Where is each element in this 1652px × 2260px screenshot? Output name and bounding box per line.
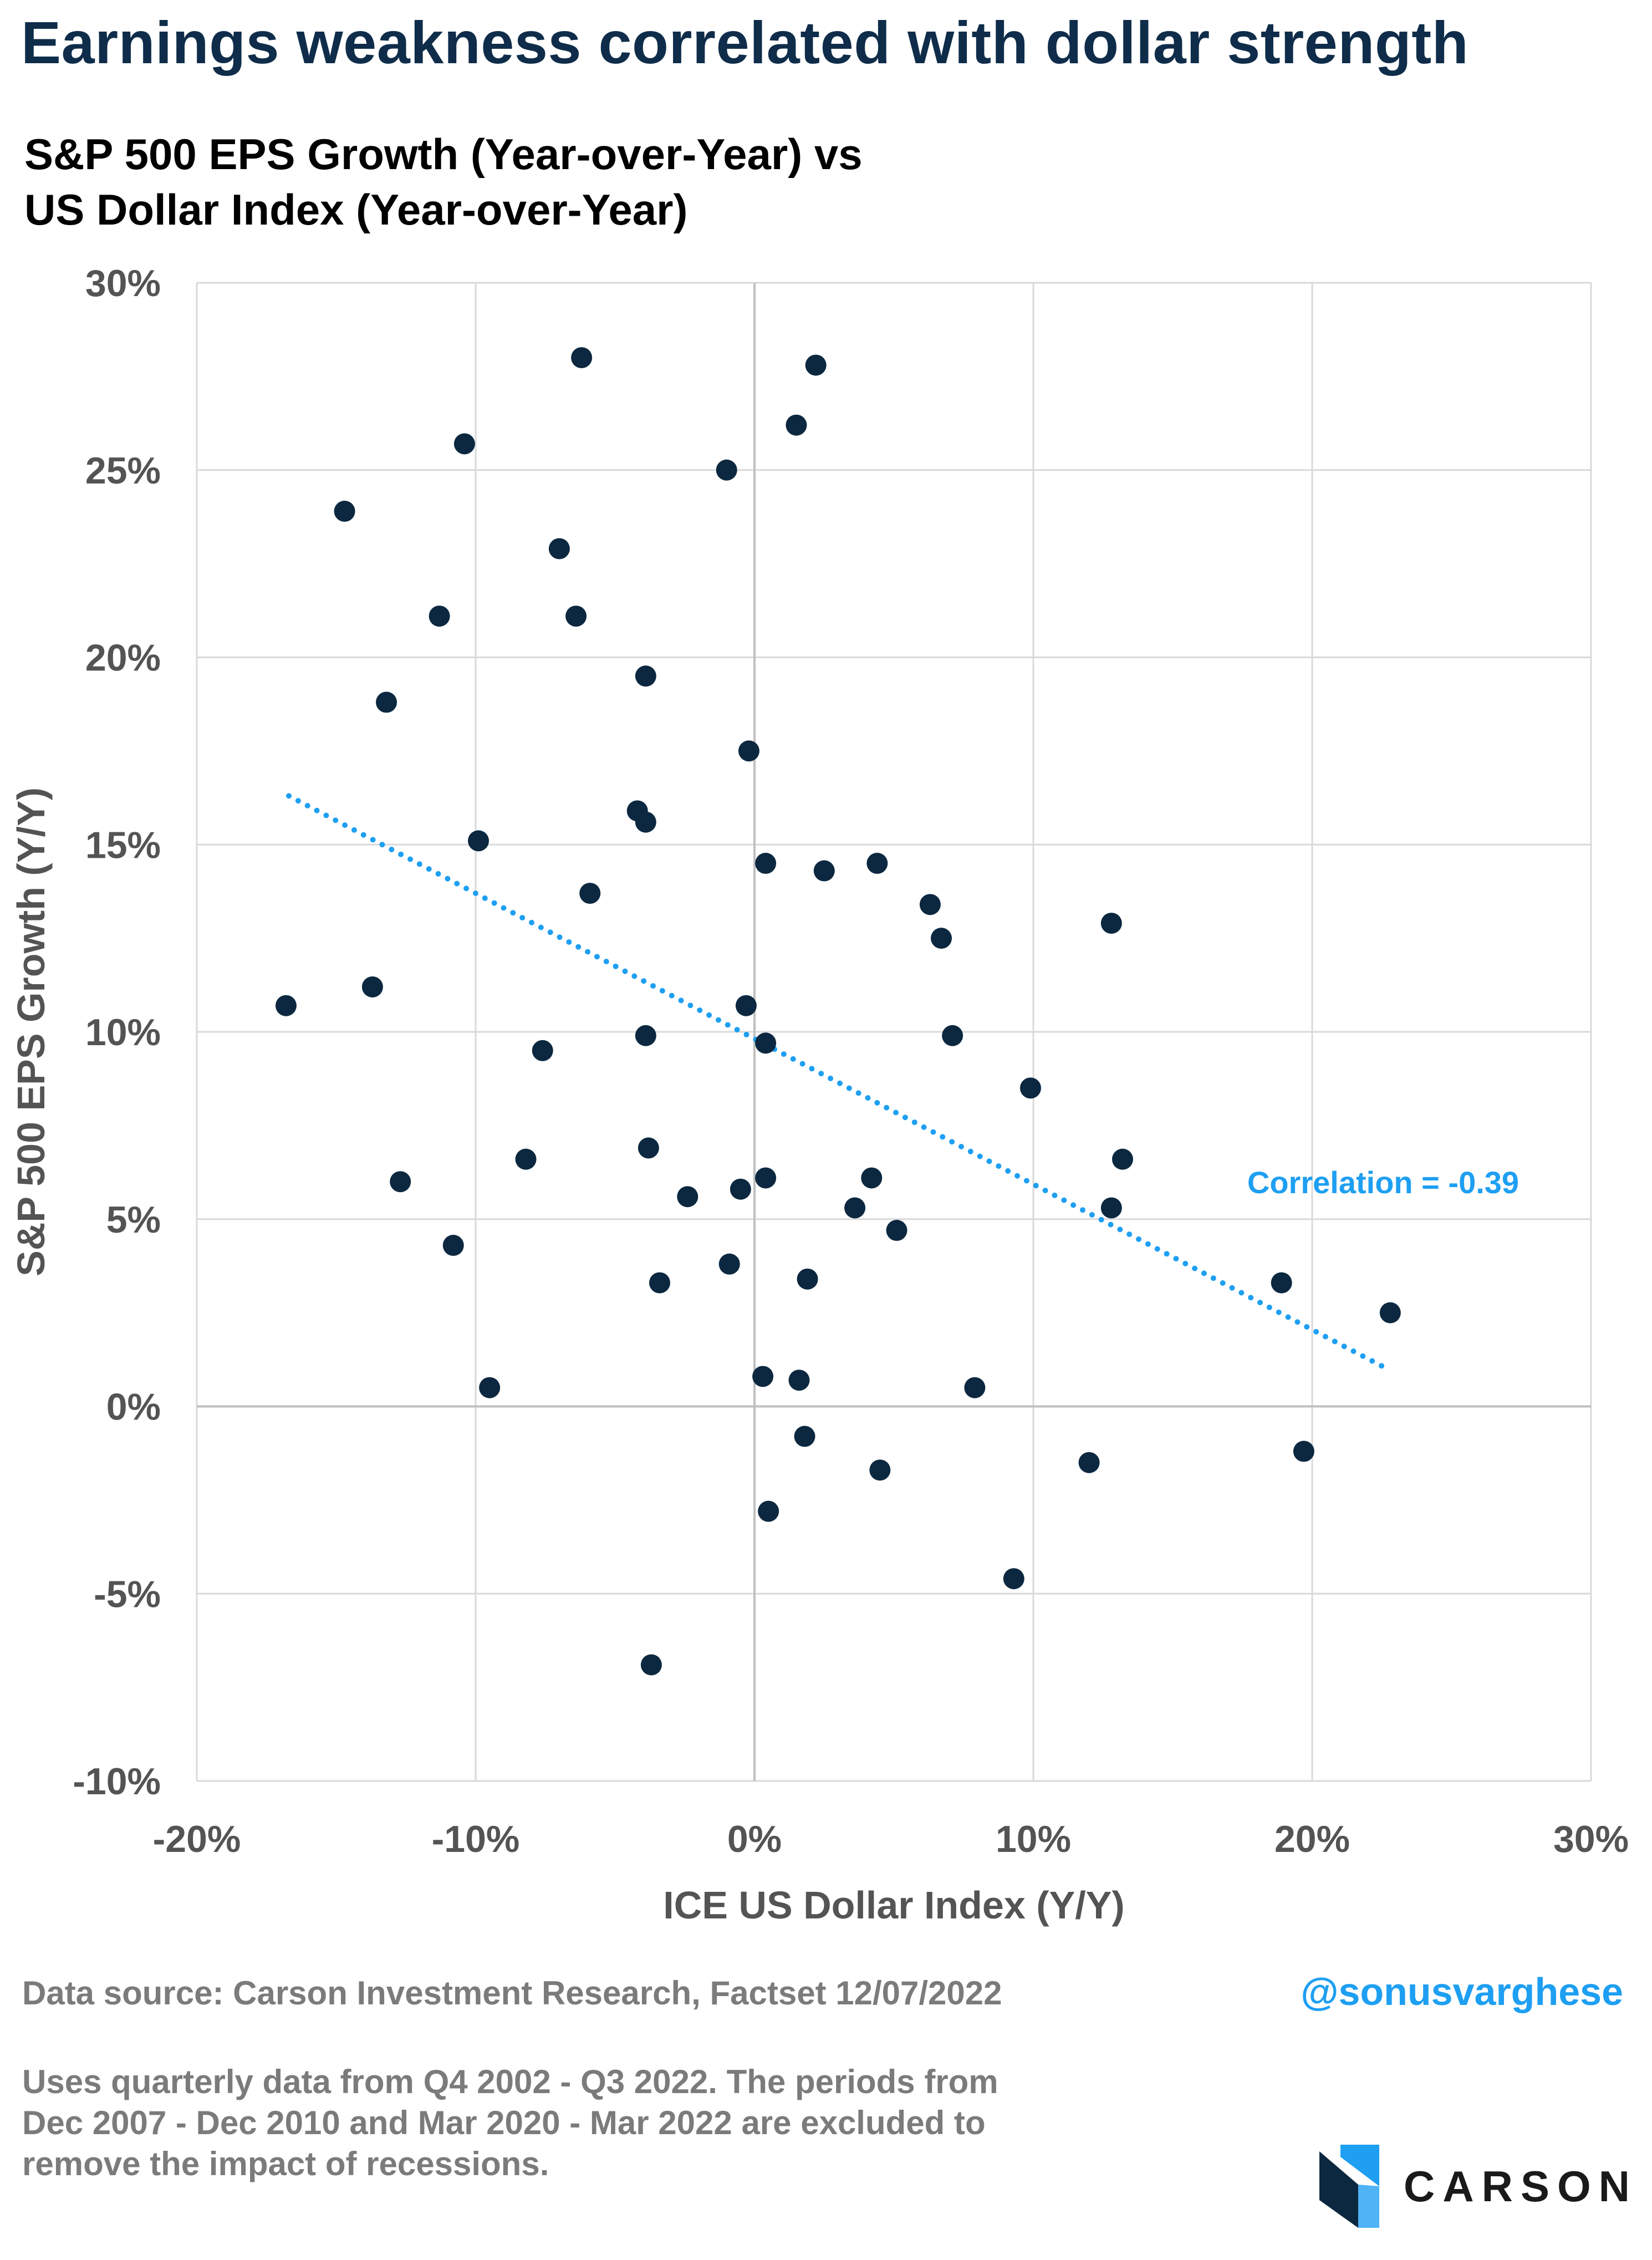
data-point [942, 1025, 963, 1046]
data-point [794, 1426, 815, 1447]
y-tick-label: -10% [73, 1760, 161, 1803]
data-point [275, 995, 297, 1016]
y-axis-label: S&P 500 EPS Growth (Y/Y) [9, 787, 53, 1276]
data-point [1271, 1272, 1292, 1294]
axes [197, 283, 1591, 1781]
data-point [1100, 1197, 1122, 1219]
data-point [1100, 913, 1122, 934]
x-tick-label: 30% [1553, 1818, 1629, 1860]
data-point [376, 691, 397, 713]
data-point [886, 1220, 907, 1241]
data-point [479, 1377, 501, 1398]
data-point [813, 860, 835, 882]
data-point [677, 1186, 698, 1208]
data-point [805, 354, 827, 376]
y-tick-label: 0% [106, 1386, 161, 1428]
x-tick-label: 10% [996, 1818, 1071, 1860]
data-point [738, 740, 759, 762]
y-tick-label: -5% [94, 1573, 161, 1615]
data-point [361, 976, 383, 997]
data-point [755, 1032, 777, 1054]
data-point [390, 1171, 411, 1193]
data-point [635, 1025, 656, 1046]
note-line-2: Dec 2007 - Dec 2010 and Mar 2020 - Mar 2… [22, 2104, 986, 2141]
data-point [442, 1235, 464, 1256]
data-point [1293, 1441, 1314, 1462]
data-point [964, 1377, 986, 1398]
data-points [275, 347, 1401, 1676]
data-point [844, 1197, 866, 1219]
data-point [571, 347, 593, 369]
note-line-3: remove the impact of recessions. [22, 2145, 549, 2182]
trendline-group [285, 793, 1390, 1372]
x-tick-label: -10% [432, 1818, 520, 1860]
tick-labels: -20% -10% 0% 10% 20% 30% -10% -5% 0% 5% 10% 15% 20% 2… [73, 262, 1629, 1860]
y-tick-label: 10% [85, 1011, 161, 1053]
data-point [649, 1272, 670, 1294]
y-tick-label: 20% [85, 637, 161, 679]
note-line-1: Uses quarterly data from Q4 2002 - Q3 20… [22, 2063, 998, 2100]
data-point [797, 1268, 818, 1290]
correlation-annotation: Correlation = -0.39 [1247, 1165, 1519, 1200]
data-point [453, 433, 475, 455]
data-point [919, 894, 941, 915]
data-point [334, 501, 355, 522]
x-tick-label: 0% [727, 1818, 782, 1860]
page-title: Earnings weakness correlated with dollar… [21, 9, 1469, 76]
carson-logo: CARSON [1319, 2145, 1630, 2228]
data-point [866, 853, 888, 874]
logo-text: CARSON [1404, 2162, 1638, 2211]
scatter-chart: -20% -10% 0% 10% 20% 30% -10% -5% 0% 5% 10% 15% 20% 2… [9, 262, 1629, 1927]
y-tick-label: 30% [85, 262, 161, 304]
data-point [786, 414, 807, 436]
data-point [869, 1459, 891, 1481]
data-point [716, 459, 737, 481]
x-axis-label: ICE US Dollar Index (Y/Y) [663, 1884, 1124, 1927]
data-point [515, 1148, 537, 1170]
data-point [1078, 1452, 1100, 1473]
data-point [1111, 1148, 1133, 1170]
data-point [640, 1654, 662, 1676]
data-point [635, 665, 656, 687]
data-point [735, 995, 757, 1016]
data-point [429, 605, 450, 627]
data-point [579, 883, 601, 904]
y-tick-label: 15% [85, 824, 161, 866]
data-point [565, 605, 587, 627]
author-handle[interactable]: @sonusvarghese [1301, 1970, 1623, 2013]
subtitle-line-2: US Dollar Index (Year-over-Year) [24, 185, 688, 234]
data-source: Data source: Carson Investment Research,… [22, 1974, 1002, 2012]
trendline [285, 793, 1390, 1372]
data-point [758, 1500, 779, 1522]
y-tick-label: 5% [106, 1199, 161, 1241]
data-point [1019, 1077, 1041, 1099]
data-point [532, 1040, 553, 1061]
y-tick-label: 25% [85, 450, 161, 492]
data-point [752, 1366, 774, 1387]
chart-subtitle: S&P 500 EPS Growth (Year-over-Year) vs U… [24, 126, 863, 237]
gridlines [196, 282, 1592, 1782]
data-point [931, 928, 952, 949]
data-point [755, 853, 777, 874]
x-tick-label: -20% [153, 1818, 241, 1860]
data-point [635, 811, 656, 833]
data-point [1379, 1302, 1401, 1324]
data-point [1003, 1568, 1024, 1590]
data-point [468, 830, 490, 852]
subtitle-line-1: S&P 500 EPS Growth (Year-over-Year) vs [24, 130, 863, 179]
data-point [730, 1178, 751, 1200]
data-point [718, 1253, 740, 1275]
x-tick-label: 20% [1274, 1818, 1350, 1860]
data-point [755, 1167, 777, 1189]
methodology-note: Uses quarterly data from Q4 2002 - Q3 20… [22, 2062, 998, 2185]
data-point [861, 1167, 883, 1189]
data-point [548, 538, 570, 559]
data-point [788, 1370, 810, 1391]
carson-logo-mark-icon [1319, 2145, 1379, 2228]
data-point [638, 1137, 659, 1159]
